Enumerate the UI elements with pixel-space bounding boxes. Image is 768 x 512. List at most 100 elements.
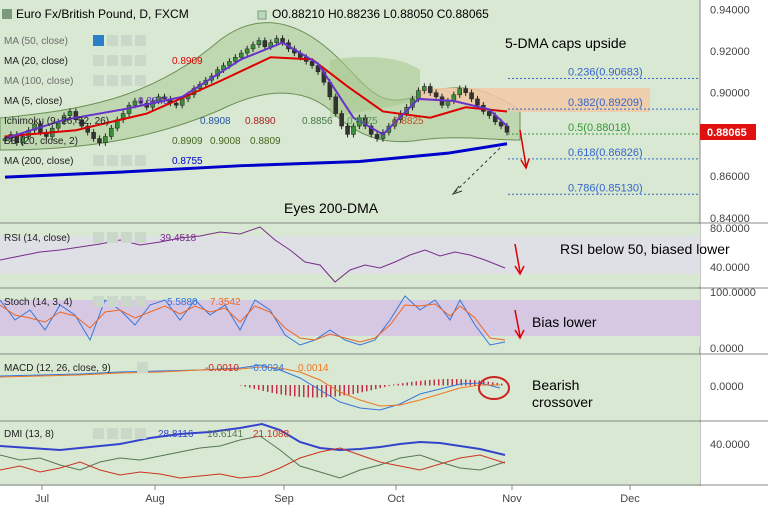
candle <box>487 111 492 116</box>
dmi-value-2: 16.6141 <box>207 429 244 440</box>
x-axis-labels: Jul Aug Sep Oct Nov Dec <box>35 485 640 505</box>
fib-levels: 0.236(0.90683) 0.382(0.89209) 0.5(0.88018)… <box>508 66 700 195</box>
stoch-tick-100: 100.0000 <box>710 287 756 299</box>
macd-bar <box>303 385 305 398</box>
fib-label: 0.618(0.86826) <box>568 147 643 159</box>
candle <box>427 86 433 93</box>
x-tick-label: Nov <box>502 493 522 505</box>
fib-label: 0.382(0.89209) <box>568 97 643 109</box>
stoch-note: Bias lower <box>532 314 597 330</box>
candle <box>457 88 463 96</box>
rsi-note: RSI below 50, biased lower <box>560 241 730 257</box>
macd-bar <box>334 385 336 397</box>
legend-bb-v3: 0.8809 <box>250 136 281 147</box>
dmi-panel <box>0 422 700 484</box>
x-tick-label: Oct <box>387 493 404 505</box>
legend-ma20-value: 0.8909 <box>172 56 203 67</box>
legend-gear-icons[interactable] <box>93 35 146 46</box>
legend-bb-v1: 0.8909 <box>172 136 203 147</box>
candle <box>274 38 279 43</box>
ma-lines <box>4 41 508 179</box>
y-tick-label: 0.86000 <box>710 171 750 183</box>
macd-bar <box>339 385 341 397</box>
symbol-title: Euro Fx/British Pound, D, FXCM <box>16 7 189 21</box>
candle <box>256 40 262 45</box>
candle <box>174 102 179 106</box>
candle <box>250 44 256 50</box>
macd-bar <box>447 379 449 386</box>
macd-bar <box>357 385 359 394</box>
candle <box>422 86 427 91</box>
macd-bar <box>406 382 408 386</box>
candle <box>345 125 350 135</box>
candle <box>109 127 114 137</box>
dashed-arrow <box>454 147 501 193</box>
macd-bar <box>253 385 255 389</box>
macd-bar <box>424 380 426 386</box>
legend-ichimoku-v5: 0.8825 <box>393 116 424 127</box>
candle <box>416 90 421 100</box>
macd-bar <box>271 385 273 393</box>
macd-bar <box>451 379 453 386</box>
macd-bar <box>411 381 413 386</box>
macd-value-2: -0.0024 <box>250 363 284 374</box>
ohlc-values: O0.88210 H0.88236 L0.88050 C0.88065 <box>272 7 489 21</box>
candle <box>433 92 439 98</box>
down-arrow-main <box>519 129 527 167</box>
macd-label: MACD (12, 26, close, 9) <box>4 363 111 374</box>
legend-ichimoku-v2: 0.8890 <box>245 116 276 127</box>
x-tick-label: Dec <box>620 493 640 505</box>
legend-ichimoku: Ichimoku (9, 26, 52, 26) <box>4 116 109 127</box>
rsi-tick-80: 80.0000 <box>710 223 750 235</box>
macd-bar <box>375 385 377 390</box>
macd-bar <box>397 383 399 386</box>
macd-bar <box>258 385 260 390</box>
rsi-label: RSI (14, close) <box>4 233 70 244</box>
candle <box>504 125 510 133</box>
annotation-5dma: 5-DMA caps upside <box>505 35 627 51</box>
candle <box>262 40 268 48</box>
candle <box>179 98 185 106</box>
candle <box>374 134 380 139</box>
legend-ma5-value: 0.8845 <box>138 96 169 107</box>
macd-bar <box>294 385 296 397</box>
rsi-value: 39.4518 <box>160 233 197 244</box>
x-tick-label: Sep <box>274 493 294 505</box>
macd-bar <box>352 385 354 394</box>
fib-label: 0.786(0.85130) <box>568 182 643 194</box>
candle <box>91 132 96 139</box>
macd-bar <box>415 381 417 386</box>
legend-bb: BB (20, close, 2) <box>4 136 78 147</box>
dmi-minus-line <box>0 447 506 479</box>
candle <box>20 136 25 143</box>
candle <box>85 125 90 133</box>
stoch-tick-0: 0.0000 <box>710 343 744 355</box>
dmi-label: DMI (13, 8) <box>4 429 54 440</box>
legend-ma5: MA (5, close) <box>4 96 62 107</box>
macd-bar <box>307 385 309 398</box>
rsi-line <box>0 226 506 283</box>
macd-bar <box>420 380 422 386</box>
macd-bar <box>330 385 332 397</box>
candle <box>368 125 374 135</box>
macd-bar <box>262 385 264 391</box>
macd-bar <box>469 379 471 386</box>
macd-line <box>0 364 501 411</box>
macd-bar <box>366 385 368 392</box>
y-tick-label: 0.90000 <box>710 88 750 100</box>
dmi-value-3: 21.1088 <box>253 429 290 440</box>
candle <box>79 119 85 127</box>
fib-label: 0.236(0.90683) <box>568 66 643 78</box>
y-tick-label: 0.94000 <box>710 4 750 16</box>
legend-ma20: MA (20, close) <box>4 56 68 67</box>
price-tag <box>700 124 756 140</box>
macd-bar <box>465 379 467 386</box>
macd-bar <box>492 382 494 386</box>
macd-bar <box>244 385 246 387</box>
candle <box>339 113 344 127</box>
ichimoku-cloud-green <box>330 57 420 118</box>
macd-bar <box>249 385 251 388</box>
dmi-tick-40: 40.0000 <box>710 439 750 451</box>
legend-ichimoku-v3: 0.8856 <box>302 116 333 127</box>
